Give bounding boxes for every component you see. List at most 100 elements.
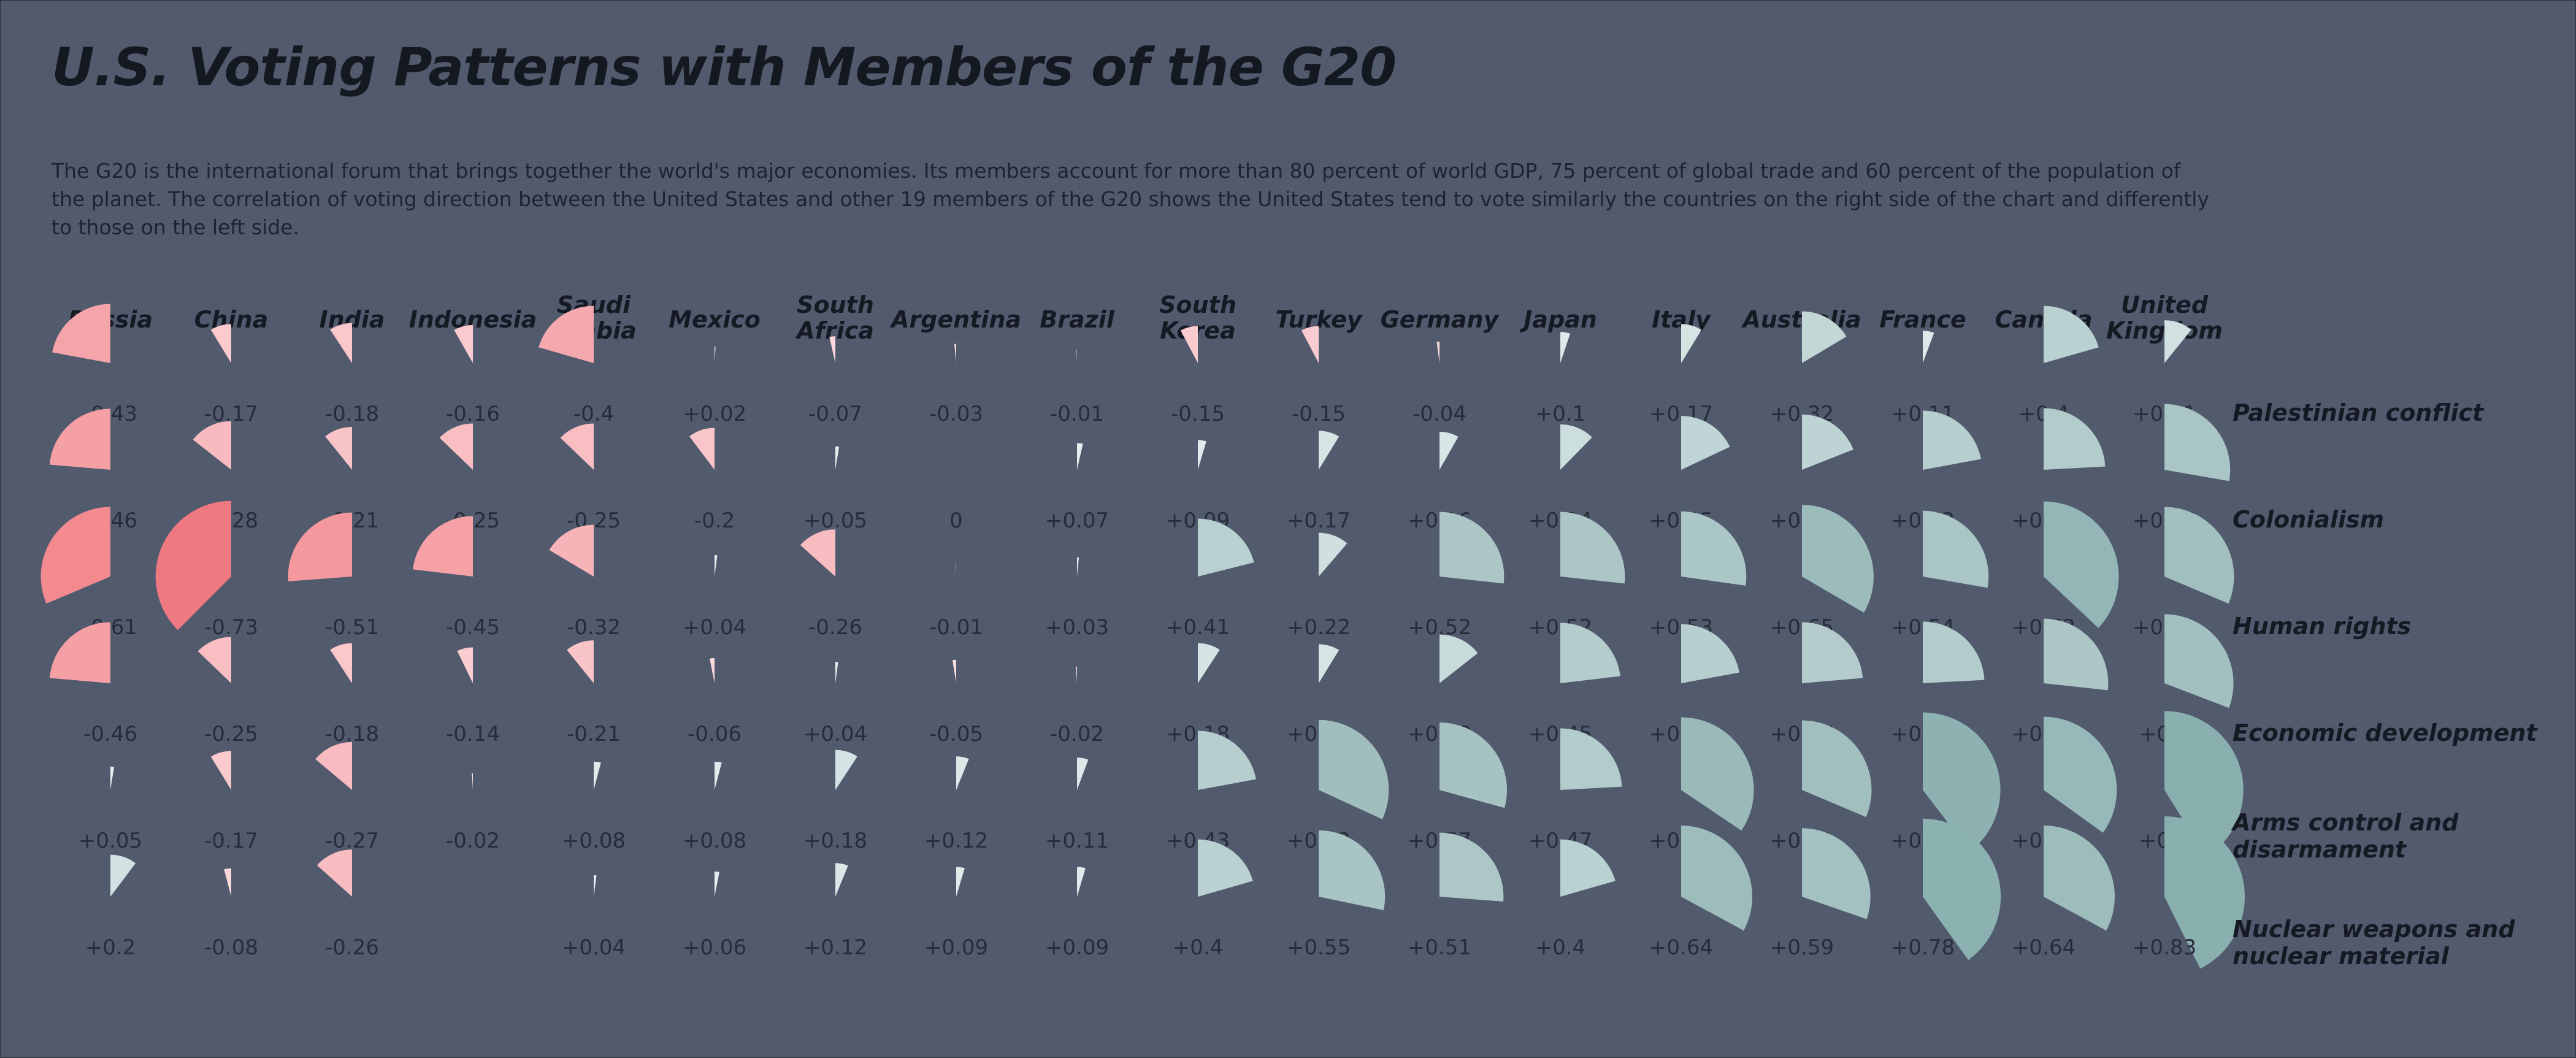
correlation-wedge bbox=[594, 761, 601, 790]
value-label: -0.07 bbox=[808, 402, 862, 426]
value-label: -0.02 bbox=[446, 829, 500, 853]
value-label: +0.05 bbox=[79, 829, 142, 853]
correlation-wedge bbox=[1802, 720, 1872, 818]
correlation-wedge bbox=[2164, 404, 2231, 481]
correlation-wedge bbox=[316, 849, 352, 897]
issue-label: Colonialism bbox=[2233, 506, 2384, 533]
correlation-wedge bbox=[1319, 532, 1347, 577]
correlation-wedge bbox=[956, 867, 965, 897]
value-label: +0.4 bbox=[1535, 935, 1586, 960]
value-label: +0.09 bbox=[924, 935, 988, 960]
value-label: -0.27 bbox=[325, 829, 379, 853]
value-label: -0.26 bbox=[325, 935, 379, 960]
correlation-wedge bbox=[1319, 830, 1386, 910]
correlation-wedge bbox=[325, 427, 352, 470]
correlation-wedge bbox=[1923, 818, 2001, 960]
correlation-wedge bbox=[1923, 331, 1934, 363]
correlation-wedge bbox=[715, 761, 722, 790]
correlation-wedge bbox=[413, 516, 473, 577]
correlation-wedge bbox=[715, 346, 716, 363]
correlation-wedge bbox=[52, 304, 110, 363]
correlation-wedge bbox=[210, 751, 231, 790]
correlation-wedge bbox=[1301, 326, 1319, 363]
correlation-wedge bbox=[1198, 839, 1253, 897]
correlation-wedge bbox=[1076, 666, 1077, 683]
value-label: -0.4 bbox=[573, 402, 614, 426]
value-label: +0.2 bbox=[85, 935, 136, 960]
value-label: -0.32 bbox=[567, 615, 621, 640]
correlation-wedge bbox=[40, 507, 110, 604]
value-label: -0.2 bbox=[694, 508, 735, 533]
correlation-wedge bbox=[1180, 326, 1198, 363]
value-label: +0.04 bbox=[803, 722, 867, 746]
correlation-wedge bbox=[315, 742, 352, 790]
correlation-wedge bbox=[1319, 431, 1340, 470]
value-label: -0.14 bbox=[446, 722, 500, 746]
correlation-wedge bbox=[1439, 512, 1505, 584]
country-header: Turkey bbox=[1275, 306, 1363, 333]
correlation-wedge bbox=[49, 408, 110, 470]
value-label: -0.02 bbox=[1050, 722, 1104, 746]
value-label: +0.17 bbox=[1287, 508, 1351, 533]
issue-label: Palestinian conflict bbox=[2233, 399, 2485, 426]
correlation-wedge bbox=[1198, 730, 1256, 790]
correlation-wedge bbox=[1802, 622, 1863, 683]
value-label: -0.25 bbox=[204, 722, 258, 746]
correlation-wedge bbox=[1802, 311, 1847, 363]
correlation-wedge bbox=[1077, 557, 1079, 577]
correlation-wedge bbox=[567, 640, 594, 683]
correlation-wedge bbox=[1802, 505, 1874, 613]
correlation-wedge bbox=[110, 766, 115, 790]
correlation-wedge bbox=[1076, 350, 1077, 363]
value-label: -0.04 bbox=[1413, 402, 1466, 426]
correlation-wedge bbox=[49, 622, 110, 683]
correlation-wedge bbox=[2044, 716, 2117, 833]
value-label: -0.01 bbox=[1050, 402, 1104, 426]
value-label: +0.05 bbox=[803, 508, 867, 533]
correlation-wedge bbox=[224, 868, 231, 897]
value-label: -0.17 bbox=[204, 829, 258, 853]
correlation-wedge bbox=[954, 343, 956, 363]
value-label: -0.73 bbox=[204, 615, 258, 640]
correlation-wedge bbox=[594, 875, 597, 897]
correlation-wedge bbox=[155, 500, 231, 631]
correlation-wedge bbox=[1439, 432, 1459, 470]
country-header: Mexico bbox=[669, 306, 761, 333]
correlation-wedge bbox=[835, 863, 848, 897]
correlation-wedge bbox=[1560, 728, 1622, 790]
value-label: +0.07 bbox=[1045, 508, 1109, 533]
correlation-wedge bbox=[1439, 723, 1507, 808]
value-label: +0.64 bbox=[1649, 935, 1713, 960]
correlation-wedge bbox=[835, 446, 840, 470]
issue-label: Economic development bbox=[2233, 719, 2538, 746]
value-label: -0.15 bbox=[1171, 402, 1225, 426]
correlation-wedge bbox=[457, 647, 473, 683]
correlation-wedge bbox=[800, 529, 835, 577]
correlation-wedge bbox=[1802, 414, 1853, 470]
value-label: +0.08 bbox=[562, 829, 626, 853]
correlation-wedge bbox=[1681, 511, 1747, 586]
correlation-wedge bbox=[110, 854, 136, 897]
correlation-wedge bbox=[210, 324, 231, 363]
correlation-wedge bbox=[2164, 507, 2234, 604]
correlation-wedge bbox=[1560, 512, 1625, 584]
value-label: +0.41 bbox=[1166, 615, 1230, 640]
correlation-wedge bbox=[1802, 828, 1871, 919]
issue-label: Human rights bbox=[2233, 613, 2411, 640]
country-header: Australia bbox=[1741, 306, 1861, 333]
value-label: +0.03 bbox=[1045, 615, 1109, 640]
value-label: +0.08 bbox=[683, 829, 746, 853]
correlation-wedge bbox=[193, 421, 231, 470]
correlation-wedge bbox=[715, 555, 718, 577]
correlation-wedge bbox=[288, 512, 352, 581]
correlation-wedge bbox=[1077, 443, 1083, 470]
correlation-wedge bbox=[2044, 501, 2119, 628]
correlation-wedge bbox=[1560, 623, 1620, 683]
value-label: +0.02 bbox=[683, 402, 746, 426]
value-label: +0.22 bbox=[1287, 615, 1351, 640]
value-label: +0.51 bbox=[1408, 935, 1471, 960]
country-header: Germany bbox=[1381, 306, 1500, 333]
correlation-wedge bbox=[1560, 424, 1592, 470]
correlation-wedge bbox=[835, 749, 857, 790]
